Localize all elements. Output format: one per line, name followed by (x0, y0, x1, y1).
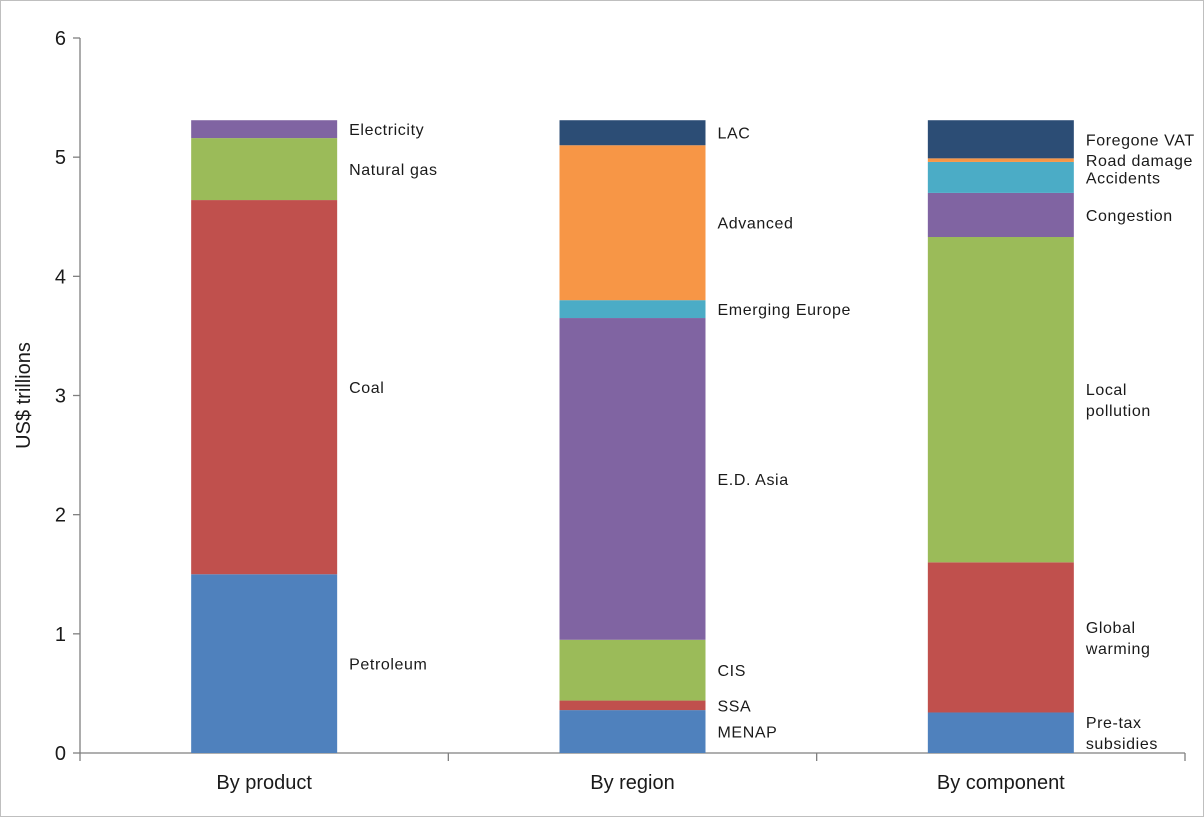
bar-segment-petroleum (191, 574, 338, 753)
bar-segment-pre-tax-subsidies (927, 712, 1074, 753)
segment-label: CIS (718, 663, 746, 680)
bars (191, 120, 1074, 753)
bar-segment-local-pollution (927, 237, 1074, 563)
bar-segment-electricity (191, 120, 338, 139)
bar-segment-natural-gas (191, 138, 338, 201)
y-tick-label: 1 (55, 624, 66, 646)
y-tick-label: 4 (55, 266, 66, 288)
x-category-label: By region (590, 772, 675, 794)
segment-label: Pre-tax subsidies (1086, 715, 1158, 753)
segment-label: MENAP (718, 725, 778, 742)
segment-label: Emerging Europe (718, 302, 852, 319)
bar-segment-road-damage (927, 158, 1074, 162)
x-category-label: By component (937, 772, 1065, 794)
segment-label: Advanced (718, 216, 794, 233)
y-tick-label: 6 (55, 28, 66, 50)
y-tick-label: 3 (55, 386, 66, 408)
segment-label: Natural gas (349, 162, 437, 179)
segment-label: Congestion (1086, 208, 1173, 225)
segment-label: Global warming (1085, 620, 1151, 658)
bar-segment-lac (559, 120, 706, 146)
bar-segment-emerging-europe (559, 300, 706, 319)
segment-label: Electricity (349, 122, 424, 139)
segment-label: Petroleum (349, 657, 427, 674)
bar-segment-menap (559, 710, 706, 753)
bar-segment-global-warming (927, 562, 1074, 713)
y-tick-label: 2 (55, 505, 66, 527)
segment-label: Coal (349, 380, 384, 397)
segment-label: Road damage (1086, 153, 1193, 170)
bar-segment-foregone-vat (927, 120, 1074, 159)
y-tick-label: 5 (55, 147, 66, 169)
bar-segment-e-d-asia (559, 318, 706, 640)
segment-label: Accidents (1086, 170, 1161, 187)
x-category-label: By product (216, 772, 312, 794)
bar-segment-cis (559, 639, 706, 701)
bar-segment-ssa (559, 700, 706, 711)
bar-segment-congestion (927, 192, 1074, 238)
segment-label: SSA (718, 698, 752, 715)
segment-label: Foregone VAT (1086, 132, 1195, 149)
y-axis-label: US$ trillions (13, 342, 35, 449)
segment-label: LAC (718, 126, 751, 143)
bar-segment-coal (191, 200, 338, 575)
bar-segment-accidents (927, 161, 1074, 193)
bar-segment-advanced (559, 145, 706, 301)
segment-label: E.D. Asia (718, 472, 789, 489)
y-tick-label: 0 (55, 743, 66, 765)
segment-labels: Petroleum Coal Natural gas Electricity MENAP… (349, 122, 1195, 753)
segment-label: Local pollution (1086, 382, 1151, 420)
